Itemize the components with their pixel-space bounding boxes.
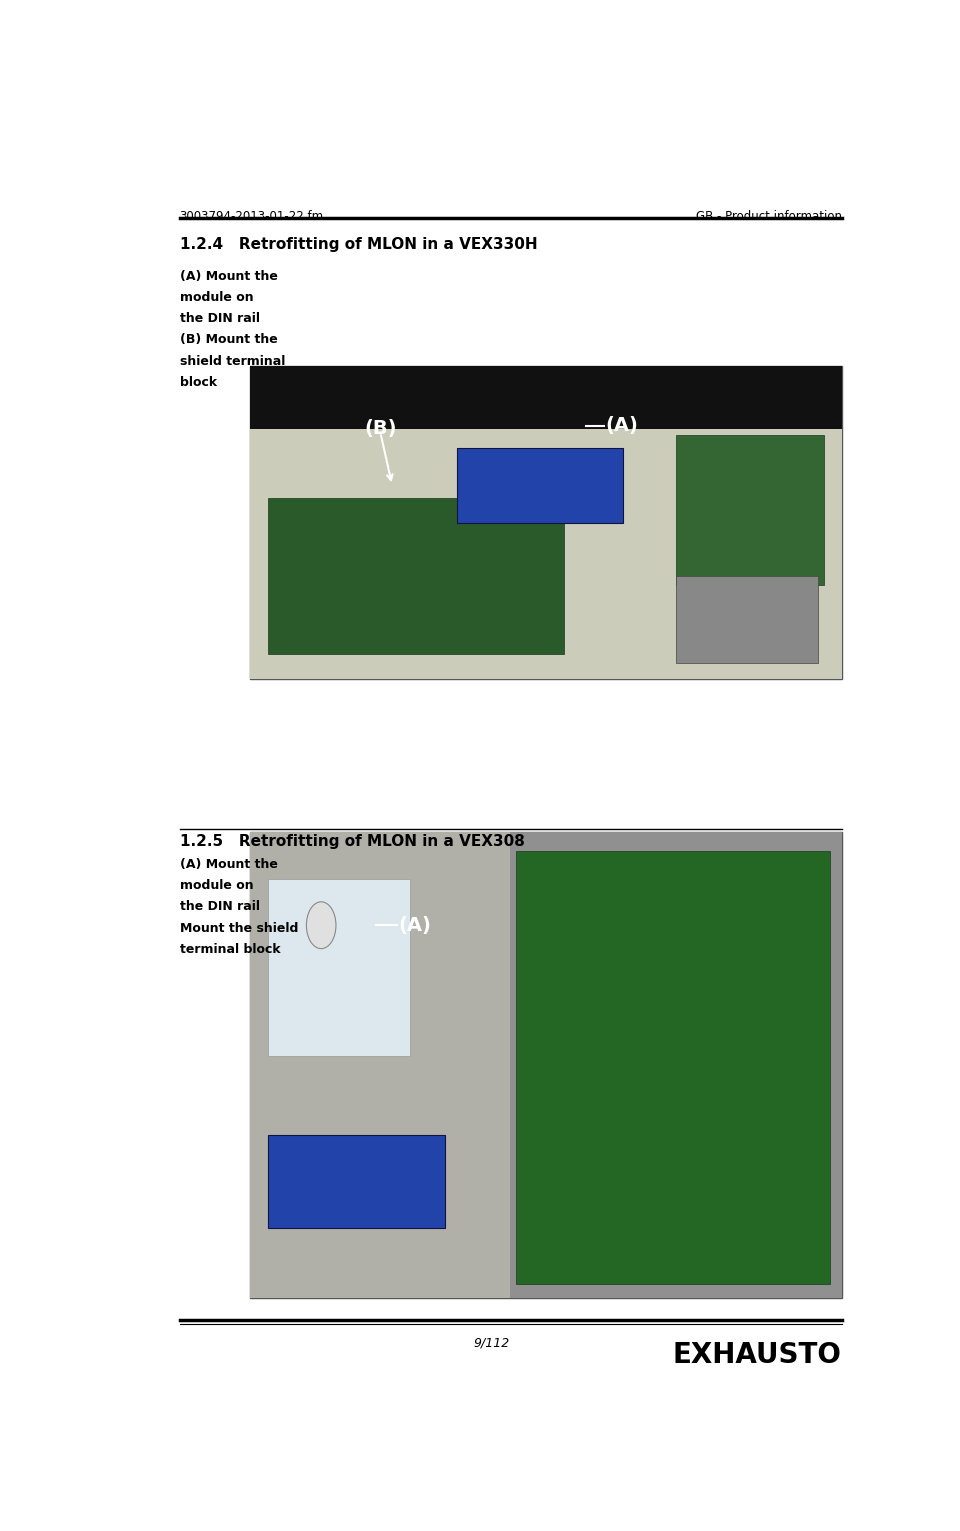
Text: (B) Mount the: (B) Mount the (180, 334, 277, 346)
Text: (B): (B) (364, 419, 396, 438)
Text: block: block (180, 377, 217, 389)
Bar (251, 833, 511, 1298)
Text: 3003794-2013-01-22.fm: 3003794-2013-01-22.fm (180, 210, 324, 222)
Text: terminal block: terminal block (180, 943, 280, 955)
Bar (457, 447, 623, 522)
Text: (A): (A) (398, 916, 431, 935)
Bar (516, 851, 829, 1285)
Text: (A) Mount the: (A) Mount the (180, 857, 277, 871)
Text: 1.2.5   Retrofitting of MLON in a VEX308: 1.2.5 Retrofitting of MLON in a VEX308 (180, 834, 524, 850)
Text: the DIN rail: the DIN rail (180, 312, 259, 325)
Bar (251, 833, 842, 1298)
Bar (676, 576, 818, 663)
Text: GB - Product information: GB - Product information (696, 210, 842, 222)
Text: shield terminal: shield terminal (180, 355, 285, 367)
Bar (251, 366, 842, 429)
Text: Mount the shield: Mount the shield (180, 922, 298, 935)
Text: EXHAUSTO: EXHAUSTO (673, 1341, 842, 1369)
Bar (251, 833, 842, 1298)
Text: (A) Mount the: (A) Mount the (180, 269, 277, 283)
Bar (251, 429, 842, 678)
Bar (251, 366, 842, 678)
Text: (A): (A) (605, 416, 638, 435)
Text: 1.2.4   Retrofitting of MLON in a VEX330H: 1.2.4 Retrofitting of MLON in a VEX330H (180, 237, 538, 251)
Circle shape (306, 902, 336, 949)
Text: the DIN rail: the DIN rail (180, 900, 259, 914)
Bar (268, 498, 564, 654)
Bar (268, 879, 410, 1055)
Text: 9/112: 9/112 (474, 1337, 510, 1350)
Text: module on: module on (180, 291, 253, 305)
Bar (268, 1134, 445, 1228)
Text: module on: module on (180, 879, 253, 893)
Bar (676, 435, 824, 585)
